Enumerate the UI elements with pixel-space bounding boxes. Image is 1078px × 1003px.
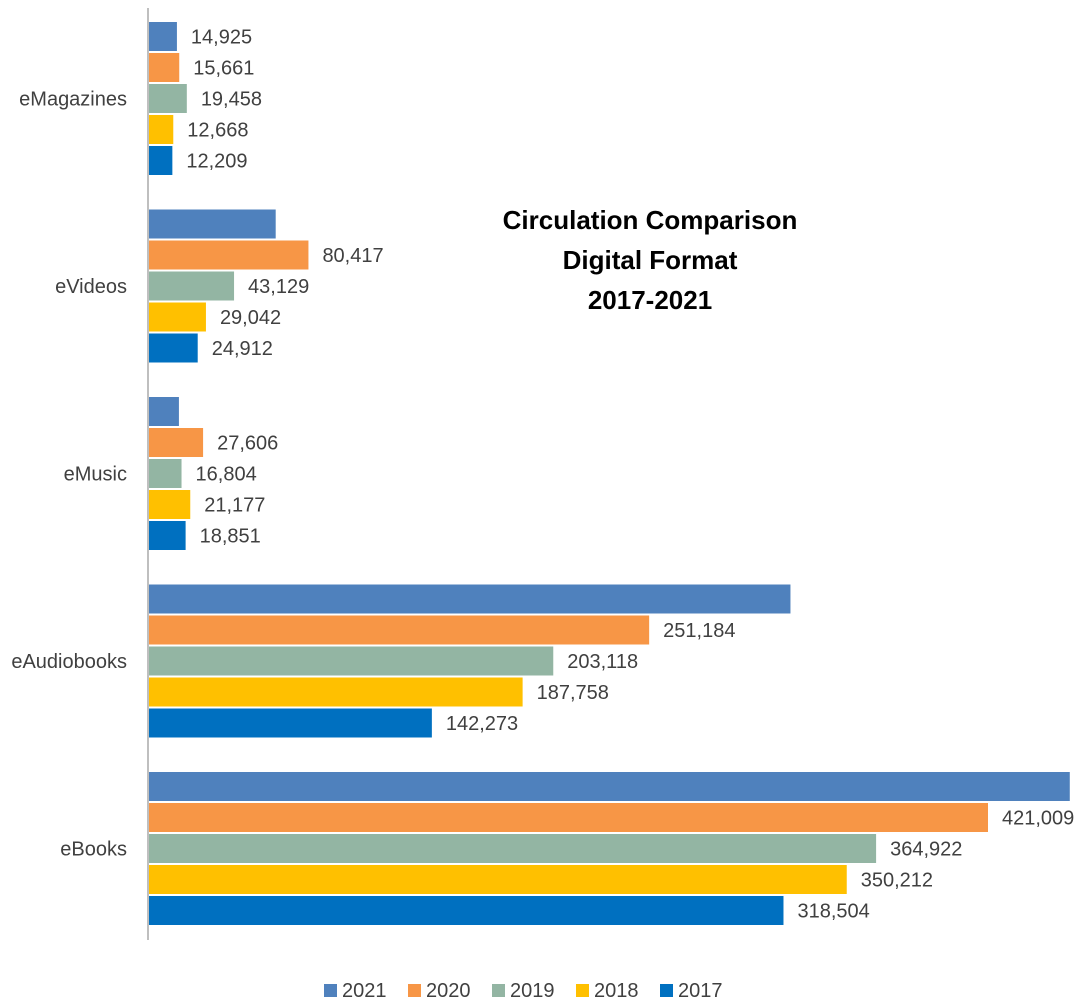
bar-evideos-2019 [148,271,235,301]
bar-emusic-2017 [148,521,186,550]
data-label: 21,177 [204,495,265,517]
data-label: 27,606 [217,433,278,455]
category-label: eMusic [64,464,127,486]
category-label: eMagazines [19,89,127,111]
bar-eaudiobooks-2017 [148,708,432,738]
chart-title-line-1: Circulation Comparison [502,205,798,235]
bar-emagazines-2021 [148,22,177,51]
bar-emusic-2019 [148,459,182,488]
bar-ebooks-2020 [148,803,988,832]
bar-eaudiobooks-2018 [148,677,523,707]
bar-emusic-2020 [148,428,204,457]
data-label: 16,804 [196,464,257,486]
data-label: 19,458 [201,89,262,111]
bar-ebooks-2018 [148,865,847,894]
data-label: 43,129 [248,276,309,298]
category-label: eBooks [60,839,127,861]
chart-title-line-2: Digital Format [562,245,738,275]
data-label: 12,209 [186,151,247,173]
legend-swatch-2018 [576,984,589,997]
bar-ebooks-2019 [148,834,877,863]
bar-emagazines-2020 [148,53,180,82]
data-label: 24,912 [212,338,273,360]
data-label: 350,212 [861,870,933,892]
bar-eaudiobooks-2020 [148,615,650,645]
legend-label-2020: 2020 [426,980,471,1002]
data-label: 29,042 [220,307,281,329]
legend-label-2017: 2017 [678,980,723,1002]
data-label: 318,504 [797,901,869,923]
data-label: 12,668 [187,120,248,142]
bar-eaudiobooks-2019 [148,646,554,676]
legend-swatch-2017 [660,984,673,997]
legend-swatch-2021 [324,984,337,997]
chart-title-line-3: 2017-2021 [587,285,713,315]
bar-emagazines-2018 [148,115,174,144]
data-label: 251,184 [663,620,735,642]
data-label: 421,009 [1002,808,1074,830]
data-label: 14,925 [191,27,252,49]
data-label: 15,661 [193,58,254,80]
data-label: 187,758 [537,682,609,704]
legend-label-2019: 2019 [510,980,555,1002]
bar-emagazines-2019 [148,84,187,113]
bar-ebooks-2017 [148,896,784,925]
legend-swatch-2020 [408,984,421,997]
category-label: eVideos [55,276,127,298]
data-label: 142,273 [446,713,518,735]
bar-emusic-2021 [148,397,179,426]
bar-emusic-2018 [148,490,191,519]
bar-evideos-2018 [148,302,206,332]
data-label: 18,851 [200,526,261,548]
chart-title: Circulation Comparison Digital Format 20… [470,200,830,320]
data-label: 203,118 [567,651,638,673]
bar-eaudiobooks-2021 [148,584,791,614]
legend-label-2018: 2018 [594,980,639,1002]
data-label: 80,417 [322,245,383,267]
legend-label-2021: 2021 [342,980,387,1002]
data-label: 364,922 [890,839,962,861]
legend-swatch-2019 [492,984,505,997]
bar-emagazines-2017 [148,146,173,175]
bar-ebooks-2021 [148,772,1070,801]
bar-evideos-2021 [148,209,276,239]
category-label: eAudiobooks [11,651,127,673]
bar-evideos-2017 [148,333,198,363]
bar-evideos-2020 [148,240,309,270]
